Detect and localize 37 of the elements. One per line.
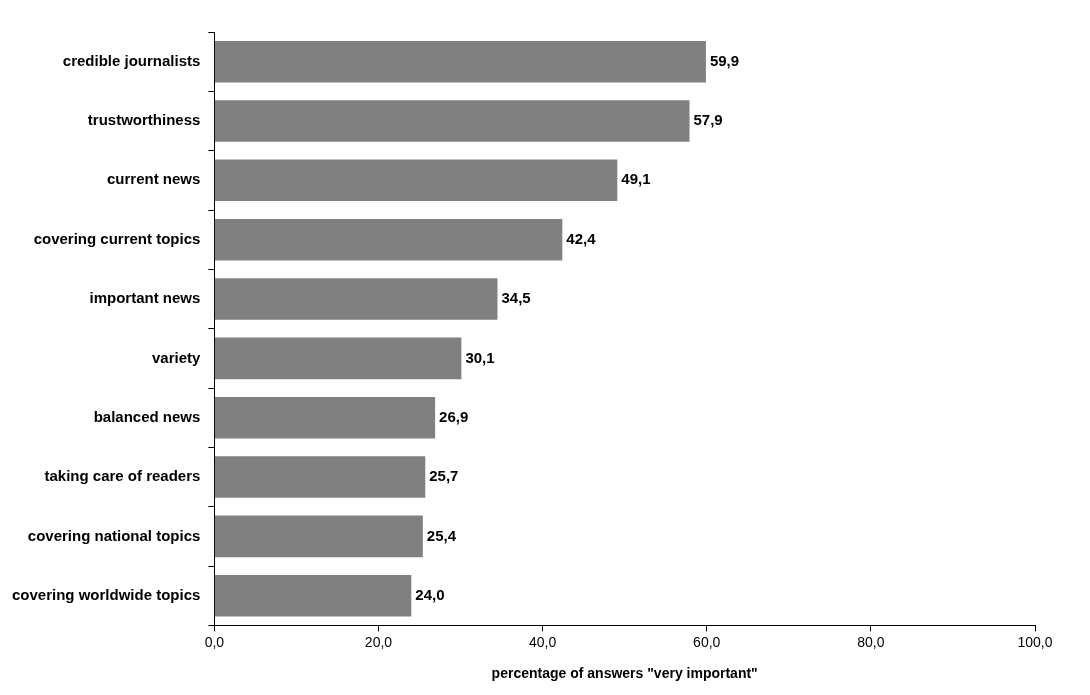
- y-tick-label: current news: [106, 170, 201, 188]
- bar: [214, 100, 690, 142]
- bar: [214, 456, 426, 498]
- x-tick-label: 100,0: [1017, 633, 1053, 650]
- y-tick-label: variety: [151, 348, 202, 366]
- bar: [214, 159, 618, 202]
- bar: [214, 278, 498, 320]
- y-tick-label: covering national topics: [27, 526, 201, 544]
- data-label: 25,7: [429, 467, 459, 485]
- y-tick-label: covering current topics: [33, 229, 201, 247]
- x-tick-label: 80,0: [857, 633, 885, 650]
- data-label: 59,9: [709, 51, 740, 69]
- data-label: 26,9: [439, 407, 469, 425]
- y-tick-label: balanced news: [93, 407, 201, 425]
- data-label: 30,1: [465, 348, 495, 366]
- bar: [214, 396, 436, 439]
- y-tick-label: taking care of readers: [44, 467, 201, 485]
- data-label: 42,4: [566, 229, 597, 247]
- bar: [214, 515, 423, 558]
- x-tick-label: 40,0: [528, 633, 557, 650]
- data-label: 49,1: [621, 170, 651, 188]
- bar: [214, 574, 412, 617]
- y-tick-label: trustworthiness: [87, 111, 201, 129]
- bar: [214, 337, 462, 380]
- x-tick-label: 60,0: [693, 633, 721, 650]
- x-axis-title: percentage of answers "very important": [491, 665, 758, 682]
- y-tick-label: credible journalists: [62, 51, 201, 69]
- bar: [214, 218, 563, 261]
- bar: [214, 40, 706, 83]
- data-label: 24,0: [415, 585, 445, 603]
- x-tick-label: 0,0: [204, 633, 225, 650]
- data-label: 34,5: [501, 289, 531, 307]
- x-tick-label: 20,0: [364, 633, 393, 650]
- y-tick-label: covering worldwide topics: [11, 585, 201, 603]
- y-tick-label: important news: [89, 289, 201, 307]
- data-label: 25,4: [426, 526, 457, 544]
- data-label: 57,9: [693, 111, 723, 129]
